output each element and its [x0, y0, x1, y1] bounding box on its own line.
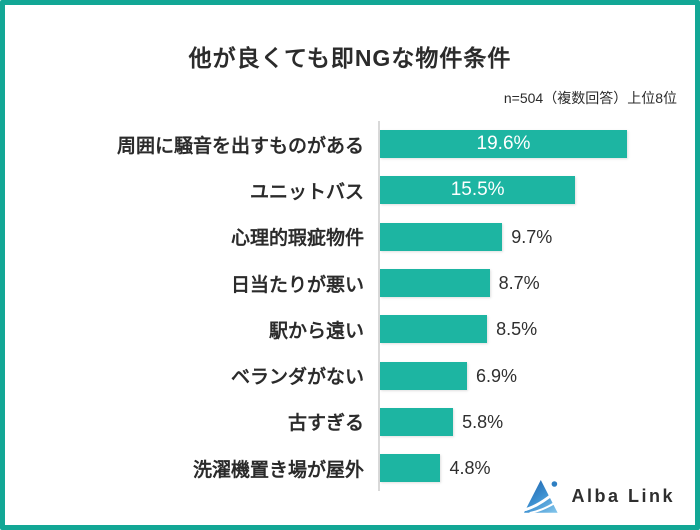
value-label: 19.6% — [476, 133, 531, 155]
plot-area: 5.8% — [378, 398, 695, 446]
value-label: 8.7% — [498, 273, 540, 294]
chart-rows: 周囲に騒音を出すものがある 19.6% ユニットバス 15.5% 心理的瑕疵物件… — [5, 121, 695, 492]
plot-area: 4.8% — [378, 445, 695, 492]
chart-row: ユニットバス 15.5% — [5, 167, 695, 214]
category-label: 古すぎる — [287, 413, 364, 435]
chart-row: 心理的瑕疵物件 9.7% — [5, 213, 695, 260]
value-label: 15.5% — [450, 179, 505, 201]
chart-row: 日当たりが悪い 8.7% — [5, 259, 695, 307]
category-label: ベランダがない — [230, 367, 364, 389]
category-label: 心理的瑕疵物件 — [230, 228, 364, 250]
sample-size-note: n=504（複数回答）上位8位 — [503, 90, 677, 106]
plot-area: 9.7% — [378, 213, 695, 260]
bar: 19.6% — [380, 130, 627, 159]
value-label: 9.7% — [511, 226, 553, 247]
alba-link-logo: Alba Link — [519, 476, 675, 516]
plot-area: 8.7% — [378, 259, 695, 307]
category-label: 日当たりが悪い — [230, 274, 364, 296]
bar: 4.8% — [380, 454, 491, 483]
bar: 8.5% — [380, 315, 537, 344]
chart-row: 古すぎる 5.8% — [5, 398, 695, 446]
value-label: 8.5% — [496, 319, 538, 340]
category-label: 周囲に騒音を出すものがある — [116, 135, 364, 157]
bar: 5.8% — [380, 407, 503, 436]
chart-row: ベランダがない 6.9% — [5, 352, 695, 399]
bar: 8.7% — [380, 269, 540, 298]
bar: 15.5% — [380, 176, 576, 205]
plot-area: 8.5% — [378, 306, 695, 353]
plot-area: 15.5% — [378, 167, 695, 214]
category-label: 洗濯機置き場が屋外 — [192, 459, 364, 481]
category-label: ユニットバス — [249, 181, 364, 203]
value-label: 6.9% — [475, 365, 517, 386]
plot-area: 19.6% — [378, 121, 695, 168]
chart-row: 駅から遠い 8.5% — [5, 306, 695, 353]
chart-row: 洗濯機置き場が屋外 4.8% — [5, 445, 695, 492]
category-label: 駅から遠い — [268, 320, 364, 342]
chart-row: 周囲に騒音を出すものがある 19.6% — [5, 121, 695, 168]
alba-link-logo-text: Alba Link — [571, 485, 675, 506]
value-label: 5.8% — [462, 411, 504, 432]
chart-title: 他が良くても即NGな物件条件 — [188, 45, 512, 71]
bar: 6.9% — [380, 361, 517, 390]
horizontal-bar-chart: 周囲に騒音を出すものがある 19.6% ユニットバス 15.5% 心理的瑕疵物件… — [5, 121, 695, 492]
alba-link-logo-icon — [524, 480, 559, 514]
value-label: 4.8% — [449, 458, 491, 479]
bar: 9.7% — [380, 222, 552, 251]
plot-area: 6.9% — [378, 352, 695, 399]
